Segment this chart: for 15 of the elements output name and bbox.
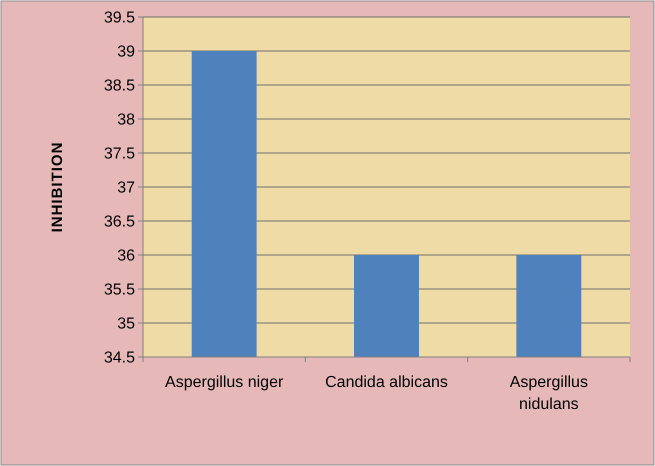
x-tick-label: Aspergillus nidulans [510,374,588,413]
x-tick-label: Aspergillus niger [165,374,284,391]
y-tick-label: 38 [117,112,136,129]
y-tick-label: 37.5 [104,146,136,163]
y-tick-label: 38.5 [104,78,136,95]
y-tick-label: 37 [117,180,136,197]
y-tick-label: 36.5 [104,214,136,231]
y-tick-label: 39.5 [104,10,136,27]
y-tick-label: 36 [117,248,136,265]
y-tick-label: 35.5 [104,282,136,299]
x-tick-label: Candida albicans [325,374,448,391]
y-tick-label: 39 [117,44,136,61]
y-tick-label: 34.5 [104,350,136,367]
y-tick-label: 35 [117,316,136,333]
y-axis-title: INHIBITION [49,142,66,232]
